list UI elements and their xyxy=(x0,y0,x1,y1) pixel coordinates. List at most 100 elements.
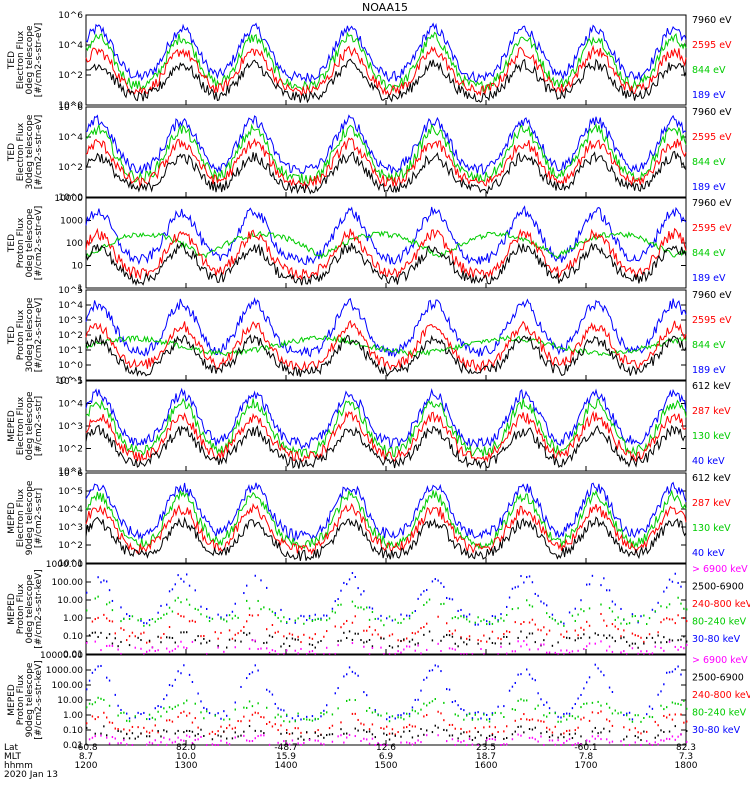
series-point xyxy=(274,723,276,726)
legend-label: > 6900 keV xyxy=(692,655,748,666)
y-axis-label-line: Electron Flux xyxy=(16,396,26,455)
series-point xyxy=(486,718,488,721)
y-axis-label-line: TED xyxy=(7,234,17,253)
series-point xyxy=(368,618,371,621)
series-point xyxy=(254,729,256,732)
y-axis-label-line: Proton Flux xyxy=(16,583,26,634)
series-point xyxy=(294,638,296,641)
series-point xyxy=(526,668,528,671)
x-row-label: Lat xyxy=(4,743,19,753)
series-point xyxy=(168,626,171,629)
series-point xyxy=(457,714,459,717)
series-point xyxy=(486,620,488,623)
series-point xyxy=(488,637,491,640)
series-point xyxy=(243,626,245,629)
series-point xyxy=(100,697,102,700)
series-trace xyxy=(85,230,687,260)
series-point xyxy=(348,666,351,669)
series-point xyxy=(363,723,365,726)
series-point xyxy=(354,712,356,715)
series-point xyxy=(108,601,111,604)
series-point xyxy=(608,607,611,610)
series-point xyxy=(634,741,636,744)
series-trace xyxy=(86,696,688,723)
series-point xyxy=(554,725,556,728)
series-point xyxy=(120,708,122,711)
series-point xyxy=(208,620,211,623)
legend-label: 844 eV xyxy=(692,157,726,168)
series-point xyxy=(434,698,436,701)
series-point xyxy=(248,632,251,635)
series-point xyxy=(446,622,448,625)
series-point xyxy=(320,742,322,745)
y-axis-label-line: Electron Flux xyxy=(16,488,26,547)
x-tick-label-lat: 82.3 xyxy=(676,743,696,753)
series-trace xyxy=(85,481,687,542)
series-point xyxy=(148,718,151,721)
series-point xyxy=(231,617,234,620)
series-point xyxy=(300,743,302,746)
series-point xyxy=(523,621,525,624)
series-point xyxy=(363,641,365,644)
series-point xyxy=(397,645,399,648)
series-point xyxy=(100,631,102,634)
series-trace xyxy=(85,319,687,373)
series-point xyxy=(266,586,268,589)
series-point xyxy=(94,640,96,643)
series-point xyxy=(160,705,162,708)
series-point xyxy=(454,700,456,703)
series-point xyxy=(326,619,328,622)
series-point xyxy=(194,607,196,610)
series-point xyxy=(120,640,122,643)
y-tick-label: 0.01 xyxy=(63,741,83,751)
series-point xyxy=(460,636,462,639)
series-point xyxy=(623,636,625,639)
series-point xyxy=(628,711,631,714)
y-tick-label: 10^3 xyxy=(58,523,83,533)
series-point xyxy=(374,744,376,746)
series-point xyxy=(248,607,251,610)
series-point xyxy=(677,614,679,617)
series-point xyxy=(651,636,654,639)
series-point xyxy=(208,639,211,642)
series-point xyxy=(123,728,125,731)
series-point xyxy=(543,643,545,646)
series-point xyxy=(677,648,679,651)
series-point xyxy=(100,734,102,737)
series-point xyxy=(637,620,639,623)
series-point xyxy=(397,621,399,624)
series-point xyxy=(517,585,519,588)
series-point xyxy=(243,631,245,634)
y-tick-label: 10^-1 xyxy=(55,376,83,386)
series-point xyxy=(154,649,156,652)
series-point xyxy=(246,739,248,742)
series-point xyxy=(226,620,228,623)
series-point xyxy=(380,619,382,622)
series-point xyxy=(151,729,154,732)
series-point xyxy=(531,605,534,608)
y-tick-label: 10.00 xyxy=(57,596,83,606)
series-point xyxy=(363,645,365,648)
series-point xyxy=(606,738,608,741)
series-point xyxy=(106,716,108,719)
series-point xyxy=(497,653,499,655)
series-point xyxy=(543,720,545,723)
x-row-label: hhmm xyxy=(4,761,33,771)
series-point xyxy=(460,637,462,640)
series-point xyxy=(194,702,196,705)
series-point xyxy=(520,630,522,633)
series-point xyxy=(577,637,579,640)
series-point xyxy=(588,624,591,627)
series-point xyxy=(668,638,671,641)
series-point xyxy=(680,602,682,605)
series-point xyxy=(503,619,505,622)
series-point xyxy=(311,650,314,653)
series-point xyxy=(286,714,288,717)
series-point xyxy=(257,648,259,651)
series-point xyxy=(597,633,599,636)
series-point xyxy=(208,712,211,715)
series-point xyxy=(171,741,174,744)
series-point xyxy=(243,592,245,595)
series-point xyxy=(183,710,185,713)
series-point xyxy=(454,616,456,619)
